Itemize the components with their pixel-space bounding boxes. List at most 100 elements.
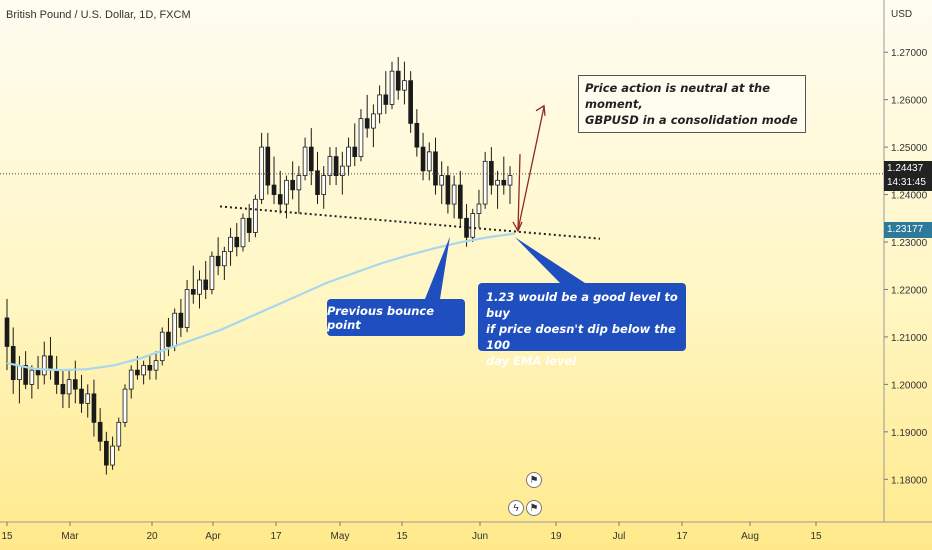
- flag-icon[interactable]: ⚑: [526, 472, 542, 488]
- candle-body: [135, 369, 140, 376]
- candle-body: [17, 364, 22, 381]
- ema-100-line: [6, 232, 516, 372]
- candle-body: [41, 355, 47, 376]
- candle-body: [246, 217, 252, 233]
- neutral-note-line2: GBPUSD in a consolidation mode: [585, 113, 798, 127]
- lightning-icon[interactable]: ϟ: [508, 500, 524, 516]
- candle-body: [507, 175, 513, 186]
- candle-body: [190, 289, 196, 295]
- candle-body: [166, 331, 171, 347]
- candle-body: [371, 113, 376, 129]
- flag-icon[interactable]: ⚑: [526, 500, 542, 516]
- candle-body: [389, 70, 395, 105]
- ema-layer: [6, 232, 516, 372]
- candle-body: [470, 213, 476, 238]
- candle-body: [426, 151, 432, 172]
- candle-body: [290, 179, 295, 191]
- candle-body: [321, 175, 327, 195]
- candle-body: [395, 70, 401, 91]
- candle-body: [228, 236, 233, 252]
- current-price-value: 1.24437: [887, 163, 924, 174]
- y-tick-label: 1.20000: [891, 380, 928, 391]
- y-tick-label: 1.25000: [891, 143, 928, 154]
- candle-body: [128, 369, 134, 390]
- candle-body: [72, 379, 78, 390]
- candle-body: [302, 146, 308, 176]
- candle-body: [240, 217, 246, 248]
- buy-note-line2: if price doesn't dip below the 100: [486, 322, 676, 352]
- neutral-note: Price action is neutral at the moment, G…: [578, 75, 806, 133]
- current-price-tag: 1.24437 14:31:45: [884, 161, 932, 191]
- ema-price-value: 1.23177: [887, 224, 924, 235]
- x-tick-label: 17: [270, 531, 282, 542]
- candle-body: [402, 80, 407, 91]
- candle-body: [377, 94, 382, 115]
- down-arrow-line: [517, 154, 521, 230]
- candle-body: [265, 146, 271, 186]
- x-tick-label: Mar: [61, 531, 79, 542]
- down-arrow-head: [512, 221, 523, 233]
- candle-body: [501, 179, 507, 186]
- candle-body: [91, 393, 97, 423]
- candle-body: [495, 179, 500, 186]
- x-tick-label: 15: [810, 531, 822, 542]
- candle-body: [104, 440, 109, 466]
- candle-body: [414, 122, 420, 148]
- bar-countdown: 14:31:45: [887, 177, 926, 188]
- candle-body: [433, 151, 438, 186]
- candle-body: [215, 255, 221, 267]
- candle-body: [364, 118, 370, 129]
- support-trendline: [219, 205, 601, 240]
- bounce-note: Previous bounce point: [327, 299, 465, 336]
- candle-body: [420, 146, 426, 172]
- candle-body: [439, 175, 445, 186]
- x-tick-label: Aug: [741, 531, 759, 542]
- candle-body: [457, 184, 463, 219]
- buy-level-note: 1.23 would be a good level to buy if pri…: [478, 283, 686, 368]
- candle-body: [48, 355, 53, 371]
- x-tick-label: 15: [1, 531, 13, 542]
- candle-body: [451, 184, 457, 205]
- up-arrow-line: [517, 106, 545, 231]
- candle-body: [209, 255, 215, 290]
- up-arrow-head: [535, 104, 546, 116]
- candle-body: [29, 369, 35, 385]
- candle-body: [482, 160, 488, 205]
- y-tick-label: 1.21000: [891, 333, 928, 344]
- bounce-note-pointer: [425, 236, 450, 299]
- y-tick-label: 1.22000: [891, 285, 928, 296]
- candle-body: [234, 236, 240, 248]
- candle-body: [116, 421, 122, 447]
- candle-body: [296, 175, 302, 191]
- candle-body: [259, 146, 264, 200]
- x-tick-label: 15: [396, 531, 408, 542]
- candle-body: [489, 160, 494, 186]
- annotation-layer: [0, 104, 884, 299]
- y-tick-label: 1.27000: [891, 48, 928, 59]
- candle-body: [408, 80, 413, 124]
- candle-body: [476, 203, 482, 214]
- candle-body: [352, 146, 358, 157]
- candle-body: [222, 251, 227, 267]
- bounce-note-text: Previous bounce point: [327, 303, 435, 332]
- candle-body: [346, 146, 351, 167]
- x-tick-label: May: [331, 531, 350, 542]
- x-tick-label: 19: [550, 531, 562, 542]
- candle-body: [153, 360, 159, 371]
- candle-body: [23, 364, 28, 385]
- chart-title: British Pound / U.S. Dollar, 1D, FXCM: [6, 9, 191, 21]
- candle-body: [333, 156, 339, 176]
- candle-body: [122, 388, 128, 423]
- candle-body: [184, 289, 190, 328]
- candle-body: [147, 364, 153, 371]
- candle-body: [203, 279, 209, 290]
- candle-body: [97, 421, 103, 442]
- candle-body: [60, 383, 66, 395]
- candle-body: [284, 179, 289, 205]
- candle-body: [277, 194, 283, 205]
- buy-note-line1: 1.23 would be a good level to buy: [486, 290, 678, 320]
- candle-body: [445, 175, 451, 205]
